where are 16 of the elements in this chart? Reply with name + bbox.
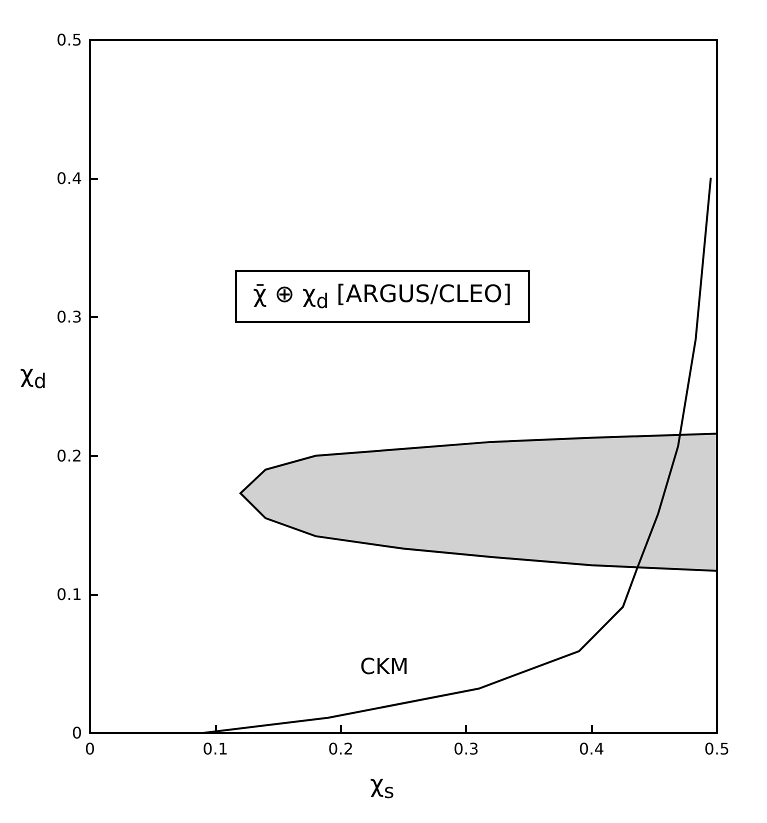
x-axis-title: χ$_{s}$	[370, 770, 394, 803]
annotation: CKM	[360, 655, 409, 680]
y-tick-label: 0	[72, 724, 82, 742]
x-tick-label: 0.5	[704, 740, 730, 758]
x-tick-label: 0.4	[578, 740, 604, 758]
x-tick-label: 0.1	[202, 740, 228, 758]
y-tick-label: 0.2	[56, 446, 82, 466]
y-axis-title: χ$_{d}$	[20, 360, 47, 393]
annotation: χ̄ ⊕ χ$_{d}$ [ARGUS/CLEO]	[235, 270, 530, 323]
y-tick-label: 0.3	[56, 308, 82, 327]
x-tick-label: 0.2	[328, 740, 354, 758]
x-tick-label: 0	[84, 740, 96, 758]
y-tick-label: 0.1	[56, 584, 82, 604]
y-tick-label: 0.5	[56, 30, 82, 50]
x-tick-label: 0.3	[453, 740, 479, 758]
y-tick-label: 0.4	[56, 169, 82, 188]
